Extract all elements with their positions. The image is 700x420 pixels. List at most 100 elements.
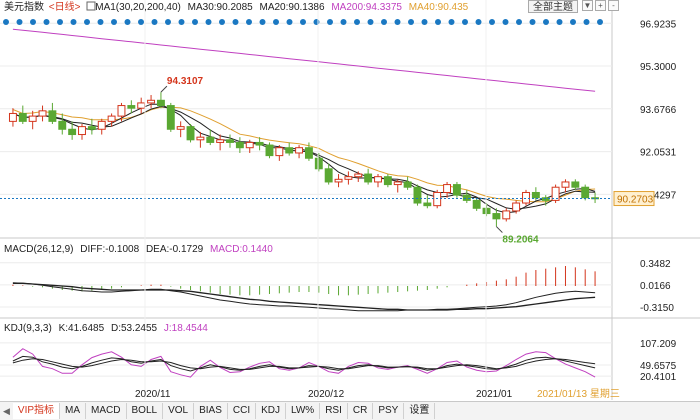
event-marker-dot[interactable]	[448, 19, 455, 25]
y-tick-label: 90.4297	[640, 190, 677, 201]
event-marker-dot[interactable]	[313, 19, 320, 25]
candle-down	[127, 105, 136, 109]
event-marker-dot[interactable]	[43, 19, 50, 25]
tab-psy[interactable]: PSY	[373, 403, 405, 419]
candle-down	[18, 112, 27, 122]
kdj-header: KDJ(9,3,3) K:41.6485 D:53.2455 J:18.4544	[4, 323, 208, 334]
event-marker-dot[interactable]	[475, 19, 482, 25]
tab-vip[interactable]: VIP指标	[12, 403, 61, 419]
event-marker-dot[interactable]	[489, 19, 495, 25]
tab-kdj[interactable]: KDJ	[256, 403, 287, 419]
tab-cr[interactable]: CR	[348, 403, 374, 419]
event-marker-dot[interactable]	[421, 19, 428, 25]
event-marker-dot[interactable]	[462, 19, 468, 25]
candle-up	[295, 147, 304, 154]
collapse-button[interactable]: ▼	[582, 0, 593, 11]
tab-boll[interactable]: BOLL	[127, 403, 164, 419]
low-pointer	[496, 226, 503, 233]
candle-up	[433, 191, 442, 207]
event-marker-dot[interactable]	[111, 19, 117, 25]
event-marker-dot[interactable]	[70, 19, 77, 25]
event-marker-dot[interactable]	[138, 19, 144, 25]
candle-up	[334, 178, 343, 183]
event-marker-dot[interactable]	[97, 19, 104, 25]
event-marker-dot[interactable]	[84, 19, 90, 25]
event-marker-dot[interactable]	[16, 19, 23, 25]
moving-average-lines	[12, 28, 596, 214]
low-label: 89.2064	[502, 235, 539, 246]
event-marker-dot[interactable]	[529, 19, 536, 25]
tab-scroll-left-icon[interactable]: ◀	[3, 405, 10, 416]
tab-rsi[interactable]: RSI	[320, 403, 348, 419]
event-marker-dot[interactable]	[219, 19, 225, 25]
y-tick-label: 20.4101	[640, 372, 677, 383]
event-marker-dot[interactable]	[165, 19, 171, 25]
event-marker-dot[interactable]	[192, 19, 198, 25]
event-marker-dot[interactable]	[381, 19, 387, 25]
candle-down	[265, 144, 274, 157]
tab-ma[interactable]: MA	[60, 403, 87, 419]
event-marker-dot[interactable]	[556, 19, 563, 25]
ma200-line	[12, 28, 596, 92]
event-marker-dot[interactable]	[367, 19, 374, 25]
candle-up	[28, 115, 37, 122]
event-marker-dot[interactable]	[3, 19, 9, 25]
macd-label-name: MACD(26,12,9)	[4, 244, 73, 255]
y-tick-label: 0.3482	[640, 259, 671, 270]
event-marker-dot[interactable]	[259, 19, 266, 25]
candle-down	[58, 120, 67, 130]
kdj-j-line	[12, 348, 596, 378]
event-marker-dot[interactable]	[543, 19, 549, 25]
macd-panel: 0.3482 0.0166 -0.3150	[0, 259, 700, 319]
y-tick-label: 93.6766	[640, 105, 677, 116]
event-marker-dot[interactable]	[597, 19, 603, 25]
tab-vol[interactable]: VOL	[163, 403, 195, 419]
event-marker-dot[interactable]	[502, 19, 509, 25]
event-marker-dot[interactable]	[435, 19, 441, 25]
candle-down	[68, 128, 77, 136]
event-marker-dot[interactable]	[124, 19, 131, 25]
macd-label-macd: MACD:0.1440	[210, 244, 273, 255]
candle-up	[561, 181, 570, 188]
tab-lw[interactable]: LW%	[286, 403, 321, 419]
event-marker-dot[interactable]	[178, 19, 185, 25]
event-marker-dot[interactable]	[57, 19, 63, 25]
event-marker-dot[interactable]	[583, 19, 590, 25]
ma-label-3: MA20:90.1386	[260, 2, 325, 13]
candle-down	[48, 110, 57, 122]
zoom-in-button[interactable]: +	[595, 0, 606, 11]
tab-macd[interactable]: MACD	[86, 403, 127, 419]
event-marker-row	[3, 19, 603, 25]
event-marker-dot[interactable]	[30, 19, 36, 25]
event-marker-dot[interactable]	[205, 19, 212, 25]
event-marker-dot[interactable]	[273, 19, 279, 25]
event-marker-dot[interactable]	[246, 19, 252, 25]
ma-label-1: MA1(30,20,200,40)	[95, 2, 181, 13]
event-marker-dot[interactable]	[286, 19, 293, 25]
event-marker-dot[interactable]	[354, 19, 360, 25]
event-marker-dot[interactable]	[408, 19, 414, 25]
event-marker-dot[interactable]	[570, 19, 576, 25]
event-marker-dot[interactable]	[340, 19, 347, 25]
tab-cci[interactable]: CCI	[228, 403, 257, 419]
indicator-tab-bar: ◀ VIP指标 MA MACD BOLL VOL BIAS CCI KDJ LW…	[0, 401, 700, 420]
event-marker-dot[interactable]	[151, 19, 158, 25]
candle-down	[462, 194, 471, 201]
event-marker-dot[interactable]	[327, 19, 333, 25]
indicator-settings-icon[interactable]	[86, 1, 96, 11]
event-marker-dot[interactable]	[394, 19, 401, 25]
zoom-out-button[interactable]: -	[608, 0, 619, 11]
candle-down	[206, 136, 215, 143]
event-marker-dot[interactable]	[300, 19, 306, 25]
candle-down	[403, 181, 412, 188]
event-marker-dot[interactable]	[516, 19, 522, 25]
tab-settings[interactable]: 设置	[404, 403, 436, 419]
event-marker-dot[interactable]	[232, 19, 239, 25]
tab-bias[interactable]: BIAS	[194, 403, 228, 419]
candle-up	[512, 202, 521, 212]
theme-select-button[interactable]: 全部主题	[528, 0, 578, 13]
period-label[interactable]: <日线>	[49, 0, 81, 13]
candle-up	[502, 210, 511, 220]
